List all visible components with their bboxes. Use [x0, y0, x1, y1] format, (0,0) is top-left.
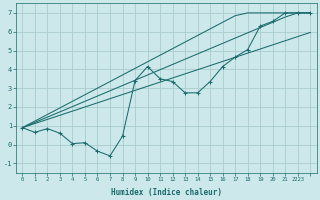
X-axis label: Humidex (Indice chaleur): Humidex (Indice chaleur)	[111, 188, 222, 197]
